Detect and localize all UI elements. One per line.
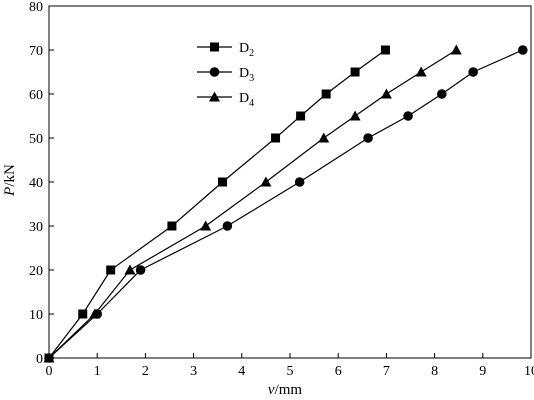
legend-marker-triangle <box>209 91 220 102</box>
legend-marker-square <box>210 42 219 52</box>
data-point-circle <box>222 221 233 231</box>
legend-label: D3 <box>239 66 254 84</box>
data-point-triangle <box>380 88 392 99</box>
legend: D2 D3 D4 <box>197 41 254 109</box>
data-point-triangle <box>124 264 136 275</box>
data-point-square <box>271 133 281 143</box>
data-point-triangle <box>349 110 361 121</box>
legend-label: D4 <box>239 91 254 109</box>
y-axis-label: P/kN <box>2 164 18 197</box>
legend-entry: D4 <box>197 91 254 109</box>
series-line <box>48 49 386 359</box>
data-point-circle <box>135 265 146 275</box>
y-tick-label: 60 <box>29 88 43 103</box>
x-axis-label-var: v <box>268 382 275 398</box>
y-tick-label: 80 <box>29 0 43 15</box>
x-tick-label: 10 <box>524 364 534 379</box>
data-point-square <box>296 111 306 121</box>
y-tick-label: 20 <box>29 264 43 279</box>
x-tick-label: 3 <box>190 364 197 379</box>
y-tick-label: 70 <box>29 44 43 59</box>
y-tick-label: 30 <box>29 220 43 235</box>
data-point-square <box>167 221 177 231</box>
x-tick-label: 4 <box>238 364 245 379</box>
data-point-triangle <box>415 66 427 77</box>
legend-label: D2 <box>239 41 254 59</box>
data-point-square <box>380 45 390 55</box>
series-line <box>48 49 457 359</box>
series-layer <box>43 44 528 363</box>
series-D4 <box>43 44 462 363</box>
y-tick-label: 10 <box>29 308 43 323</box>
data-point-circle <box>294 177 305 187</box>
data-point-circle <box>363 133 373 143</box>
data-point-circle <box>403 111 413 121</box>
data-point-triangle <box>450 44 462 55</box>
data-point-triangle <box>200 220 212 231</box>
data-point-square <box>350 67 360 77</box>
x-tick-label: 9 <box>479 364 486 379</box>
data-point-square <box>78 309 88 319</box>
y-tick-label: 40 <box>29 176 43 191</box>
series-line <box>48 49 524 359</box>
legend-entry: D3 <box>197 66 254 84</box>
y-axis-label-unit: /kN <box>2 164 18 187</box>
data-point-square <box>218 177 228 187</box>
data-point-square <box>321 89 331 99</box>
x-tick-label: 7 <box>383 364 390 379</box>
y-axis-ticks: 0 10 20 30 40 50 60 70 80 <box>29 0 54 367</box>
data-point-circle <box>468 67 478 77</box>
data-point-circle <box>518 45 528 55</box>
data-point-triangle <box>318 132 330 143</box>
y-tick-label: 0 <box>36 352 43 367</box>
y-axis-label-var: P <box>2 187 18 197</box>
data-point-square <box>106 265 116 275</box>
legend-entry: D2 <box>197 41 254 59</box>
x-axis-ticks: 0 1 2 3 4 5 6 7 8 9 10 <box>46 353 534 379</box>
x-tick-label: 5 <box>287 364 294 379</box>
x-axis-label: v/mm <box>268 382 303 398</box>
x-tick-label: 6 <box>335 364 342 379</box>
data-point-triangle <box>43 352 55 363</box>
x-tick-label: 2 <box>142 364 149 379</box>
plot-area-border <box>48 5 532 359</box>
series-D3 <box>44 45 528 363</box>
data-point-triangle <box>89 308 101 319</box>
x-axis-label-unit: /mm <box>275 382 303 398</box>
data-point-triangle <box>260 176 272 187</box>
x-tick-label: 0 <box>46 364 53 379</box>
x-tick-label: 1 <box>94 364 101 379</box>
plot-frame <box>48 5 532 359</box>
y-tick-label: 50 <box>29 132 43 147</box>
x-tick-label: 8 <box>431 364 438 379</box>
legend-marker-circle <box>209 67 220 77</box>
data-point-circle <box>437 89 447 99</box>
